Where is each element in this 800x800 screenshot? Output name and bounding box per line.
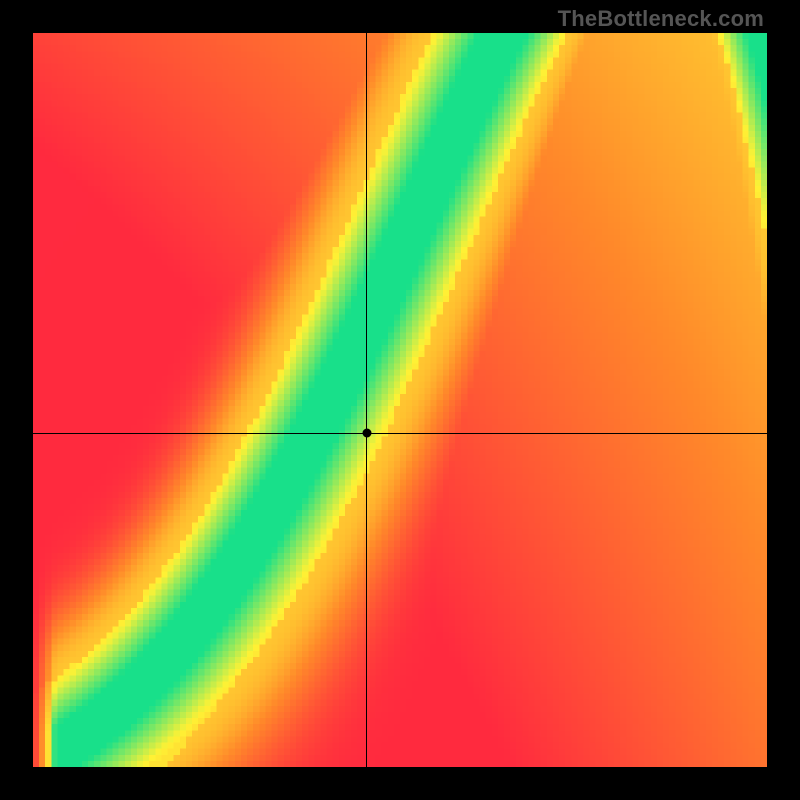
- watermark-text: TheBottleneck.com: [558, 6, 764, 32]
- crosshair-horizontal: [33, 433, 767, 434]
- bottleneck-heatmap: [33, 33, 767, 767]
- crosshair-vertical: [366, 33, 367, 767]
- selection-point: [362, 429, 371, 438]
